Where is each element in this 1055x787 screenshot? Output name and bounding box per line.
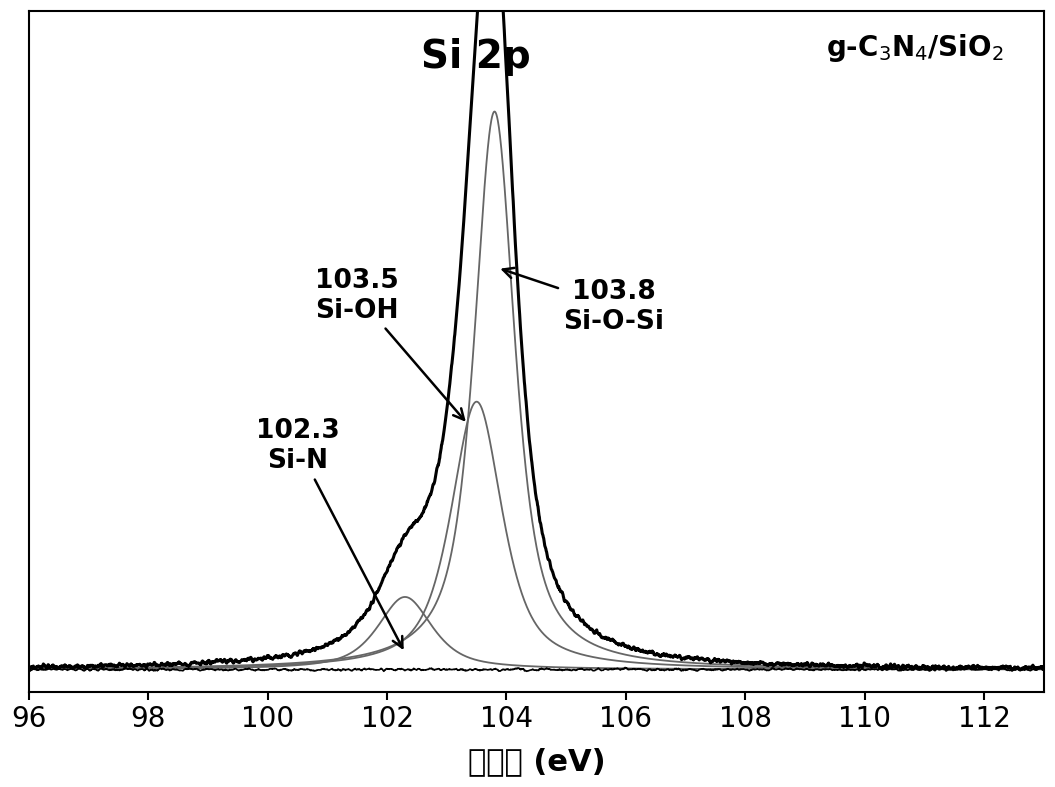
Text: 103.8
Si-O-Si: 103.8 Si-O-Si xyxy=(503,268,665,334)
Text: 102.3
Si-N: 102.3 Si-N xyxy=(255,419,402,648)
Text: 103.5
Si-OH: 103.5 Si-OH xyxy=(315,268,464,419)
Text: g-C$_3$N$_4$/SiO$_2$: g-C$_3$N$_4$/SiO$_2$ xyxy=(826,31,1003,64)
X-axis label: 结合能 (eV): 结合能 (eV) xyxy=(467,747,606,776)
Text: Si 2p: Si 2p xyxy=(421,39,531,76)
